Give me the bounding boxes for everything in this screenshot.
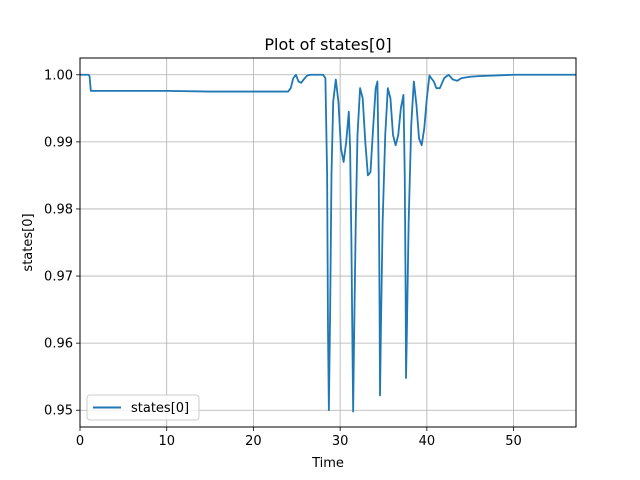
y-axis-label: states[0] [21,213,36,271]
y-axis-ticks: 0.95 0.96 0.97 0.98 0.99 1.00 [44,68,80,419]
series-line-states-0 [80,73,576,413]
x-tick-label: 10 [158,434,175,449]
legend-box [86,394,200,421]
x-tick-label: 50 [505,434,522,449]
y-tick-label: 0.98 [44,202,73,217]
y-tick-label: 0.96 [44,337,73,352]
x-tick-label: 40 [419,434,436,449]
y-tick-label: 0.97 [44,270,73,285]
legend-label: states[0] [131,401,189,416]
y-tick-label: 1.00 [44,68,73,83]
x-tick-label: 20 [245,434,262,449]
y-tick-label: 0.95 [44,404,73,419]
y-tick-label: 0.99 [44,135,73,150]
x-axis-label: Time [311,456,344,471]
x-axis-ticks: 0 10 20 30 40 50 [76,427,522,449]
x-tick-label: 30 [332,434,349,449]
chart-title: Plot of states[0] [264,35,391,54]
plot-frame [79,57,577,428]
x-tick-label: 0 [76,434,84,449]
legend: states[0] [86,394,200,421]
series-layer [80,73,576,413]
